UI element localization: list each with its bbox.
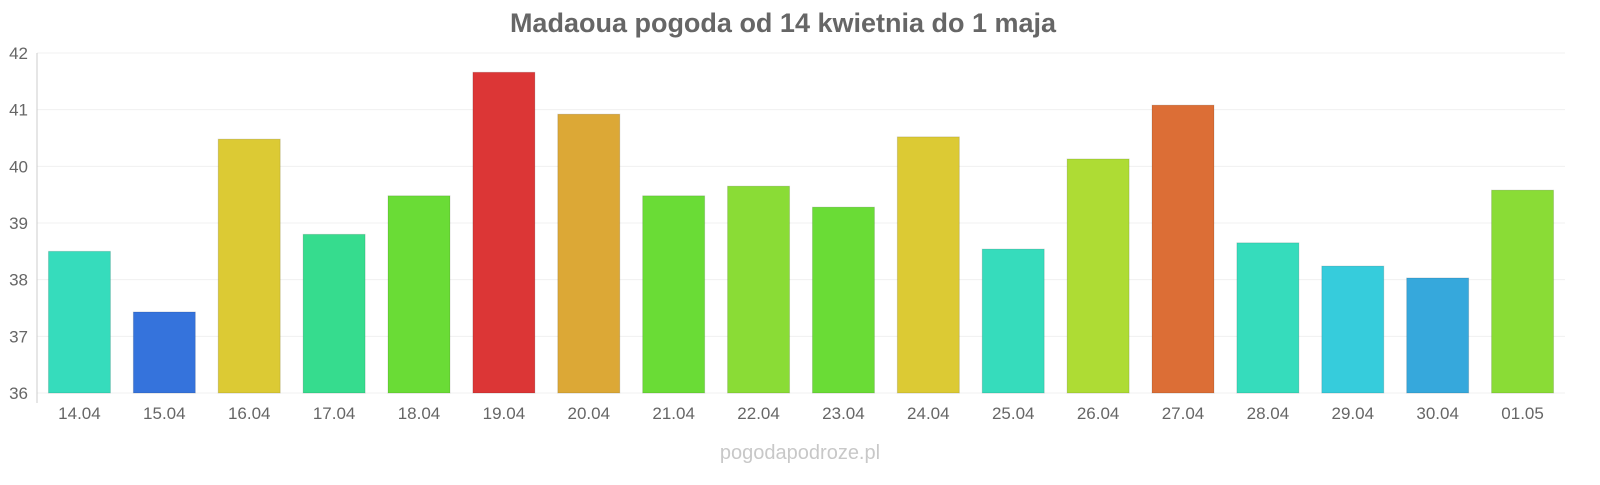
y-tick-label: 39 [9, 214, 28, 233]
bar-27.04 [1151, 104, 1215, 394]
bar-25.04 [981, 248, 1045, 394]
y-tick-label: 36 [9, 384, 28, 403]
bar-22.04 [727, 185, 791, 394]
x-tick-label: 24.04 [907, 404, 950, 423]
y-tick-label: 42 [9, 44, 28, 63]
bar-18.04 [387, 195, 451, 394]
bar-20.04 [557, 113, 621, 394]
x-tick-label: 19.04 [483, 404, 526, 423]
x-tick-label: 25.04 [992, 404, 1035, 423]
x-tick-label: 01.05 [1501, 404, 1544, 423]
bar-28.04 [1236, 242, 1300, 394]
x-tick-label: 27.04 [1162, 404, 1205, 423]
x-tick-label: 16.04 [228, 404, 271, 423]
bar-21.04 [642, 195, 706, 394]
bar-24.04 [896, 136, 960, 394]
y-tick-label: 40 [9, 157, 28, 176]
bar-01.05 [1491, 189, 1555, 394]
chart-title: Madaoua pogoda od 14 kwietnia do 1 maja [510, 8, 1057, 38]
x-tick-label: 21.04 [652, 404, 695, 423]
bar-26.04 [1066, 158, 1130, 394]
x-tick-label: 20.04 [568, 404, 611, 423]
y-tick-label: 37 [9, 327, 28, 346]
x-tick-label: 18.04 [398, 404, 441, 423]
bar-19.04 [472, 71, 536, 394]
bar-17.04 [302, 233, 366, 394]
bar-15.04 [132, 311, 196, 394]
bar-30.04 [1406, 277, 1470, 394]
bar-16.04 [217, 138, 281, 394]
bar-23.04 [811, 206, 875, 394]
y-tick-label: 41 [9, 101, 28, 120]
x-tick-label: 30.04 [1416, 404, 1459, 423]
x-tick-label: 29.04 [1332, 404, 1375, 423]
x-tick-label: 22.04 [737, 404, 780, 423]
x-tick-label: 14.04 [58, 404, 101, 423]
x-tick-label: 28.04 [1247, 404, 1290, 423]
x-tick-label: 15.04 [143, 404, 186, 423]
x-tick-label: 17.04 [313, 404, 356, 423]
watermark: pogodapodroze.pl [720, 442, 880, 464]
bar-29.04 [1321, 265, 1385, 394]
bar-14.04 [47, 250, 111, 394]
x-tick-label: 26.04 [1077, 404, 1120, 423]
y-tick-label: 38 [9, 271, 28, 290]
x-tick-label: 23.04 [822, 404, 865, 423]
